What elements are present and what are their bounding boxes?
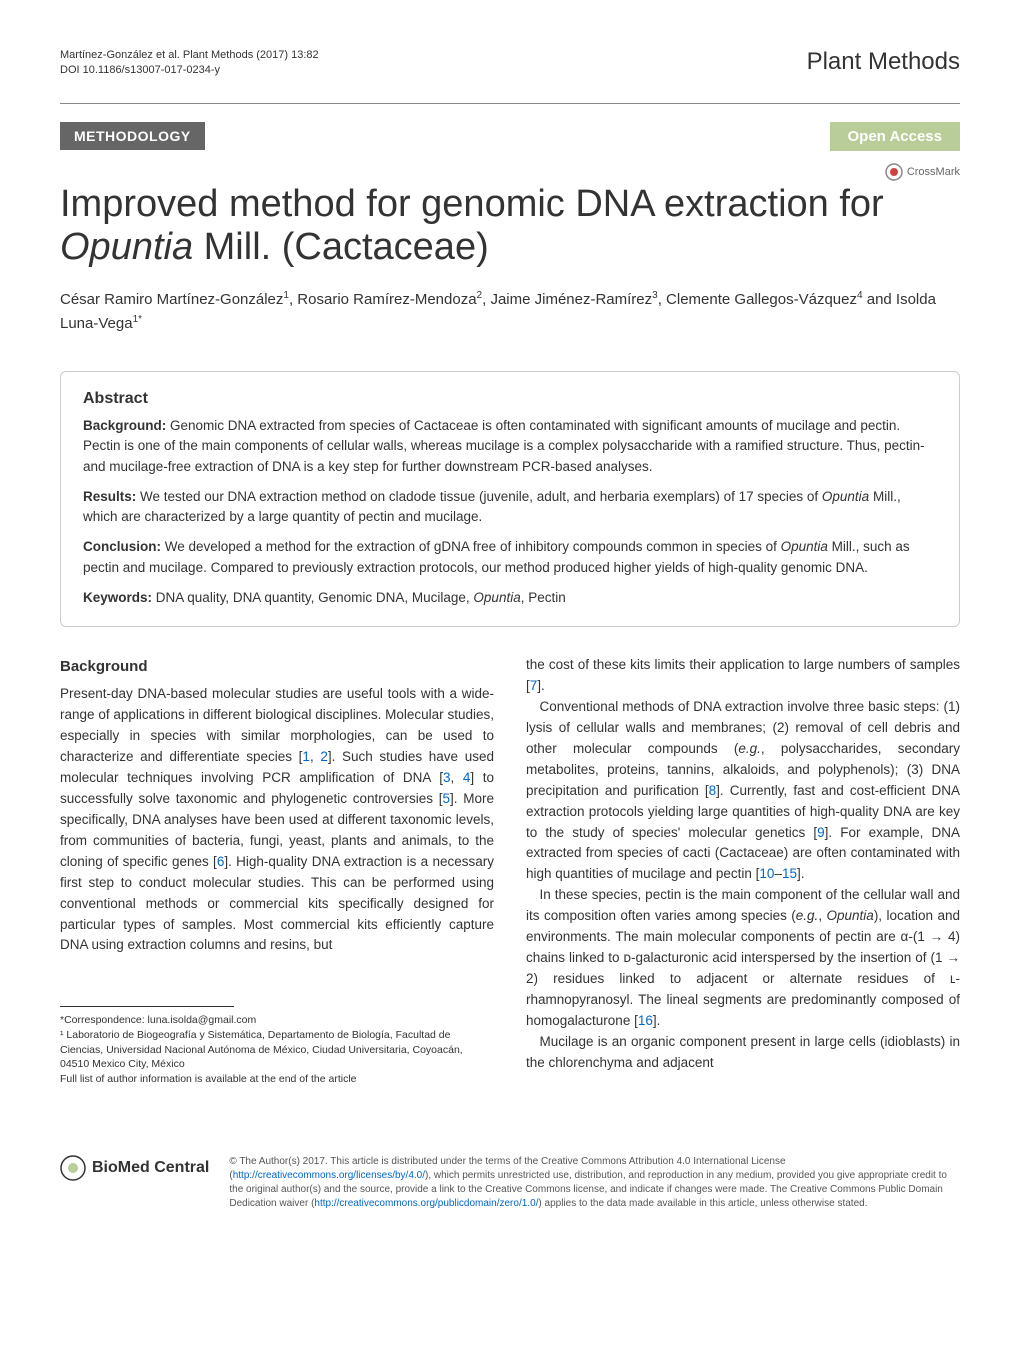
column-left: Background Present-day DNA-based molecul… [60, 655, 494, 1087]
abstract-background-label: Background: [83, 418, 166, 433]
license-text: © The Author(s) 2017. This article is di… [229, 1155, 960, 1211]
col2-paragraph-2: Conventional methods of DNA extraction i… [526, 697, 960, 885]
header-divider [60, 103, 960, 104]
abstract-box: Abstract Background: Genomic DNA extract… [60, 371, 960, 627]
bmc-icon [60, 1155, 86, 1181]
col1-paragraph-1: Present-day DNA-based molecular studies … [60, 684, 494, 956]
abstract-conclusion-text: We developed a method for the extraction… [83, 539, 910, 574]
abstract-keywords-label: Keywords: [83, 590, 152, 605]
body-columns: Background Present-day DNA-based molecul… [60, 655, 960, 1087]
article-type-badge: METHODOLOGY [60, 122, 205, 150]
crossmark-icon [885, 163, 903, 181]
abstract-conclusion: Conclusion: We developed a method for th… [83, 537, 937, 578]
abstract-background: Background: Genomic DNA extracted from s… [83, 416, 937, 477]
doi-line: DOI 10.1186/s13007-017-0234-y [60, 63, 319, 78]
col2-paragraph-3: In these species, pectin is the main com… [526, 885, 960, 1031]
crossmark-row[interactable]: CrossMark [60, 163, 960, 181]
footnote-block: *Correspondence: luna.isolda@gmail.com ¹… [60, 1013, 494, 1086]
biomed-central-logo: BioMed Central [60, 1155, 209, 1181]
abstract-results-label: Results: [83, 489, 136, 504]
col2-paragraph-4: Mucilage is an organic component present… [526, 1032, 960, 1074]
affiliation-line: ¹ Laboratorio de Biogeografía y Sistemát… [60, 1028, 494, 1072]
crossmark-label: CrossMark [907, 166, 960, 178]
abstract-results: Results: We tested our DNA extraction me… [83, 487, 937, 528]
abstract-heading: Abstract [83, 390, 937, 408]
authors-list: César Ramiro Martínez-González1, Rosario… [60, 288, 960, 335]
correspondence-line: *Correspondence: luna.isolda@gmail.com [60, 1013, 494, 1028]
background-heading: Background [60, 655, 494, 678]
column-right: the cost of these kits limits their appl… [526, 655, 960, 1087]
abstract-conclusion-label: Conclusion: [83, 539, 161, 554]
abstract-background-text: Genomic DNA extracted from species of Ca… [83, 418, 925, 474]
abstract-keywords-text: DNA quality, DNA quantity, Genomic DNA, … [152, 590, 566, 605]
page-footer: BioMed Central © The Author(s) 2017. Thi… [0, 1155, 1020, 1241]
citation-line: Martínez-González et al. Plant Methods (… [60, 48, 319, 63]
badge-row: METHODOLOGY Open Access [60, 122, 960, 151]
page-header: Martínez-González et al. Plant Methods (… [60, 48, 960, 79]
abstract-results-text: We tested our DNA extraction method on c… [83, 489, 901, 524]
author-info-line: Full list of author information is avail… [60, 1072, 494, 1087]
col2-paragraph-1: the cost of these kits limits their appl… [526, 655, 960, 697]
article-title: Improved method for genomic DNA extracti… [60, 183, 960, 270]
bmc-logo-text: BioMed Central [92, 1159, 209, 1177]
journal-name: Plant Methods [807, 48, 960, 76]
open-access-badge: Open Access [830, 122, 961, 151]
abstract-keywords: Keywords: DNA quality, DNA quantity, Gen… [83, 588, 937, 608]
header-citation-block: Martínez-González et al. Plant Methods (… [60, 48, 319, 79]
footnote-divider [60, 1006, 234, 1007]
